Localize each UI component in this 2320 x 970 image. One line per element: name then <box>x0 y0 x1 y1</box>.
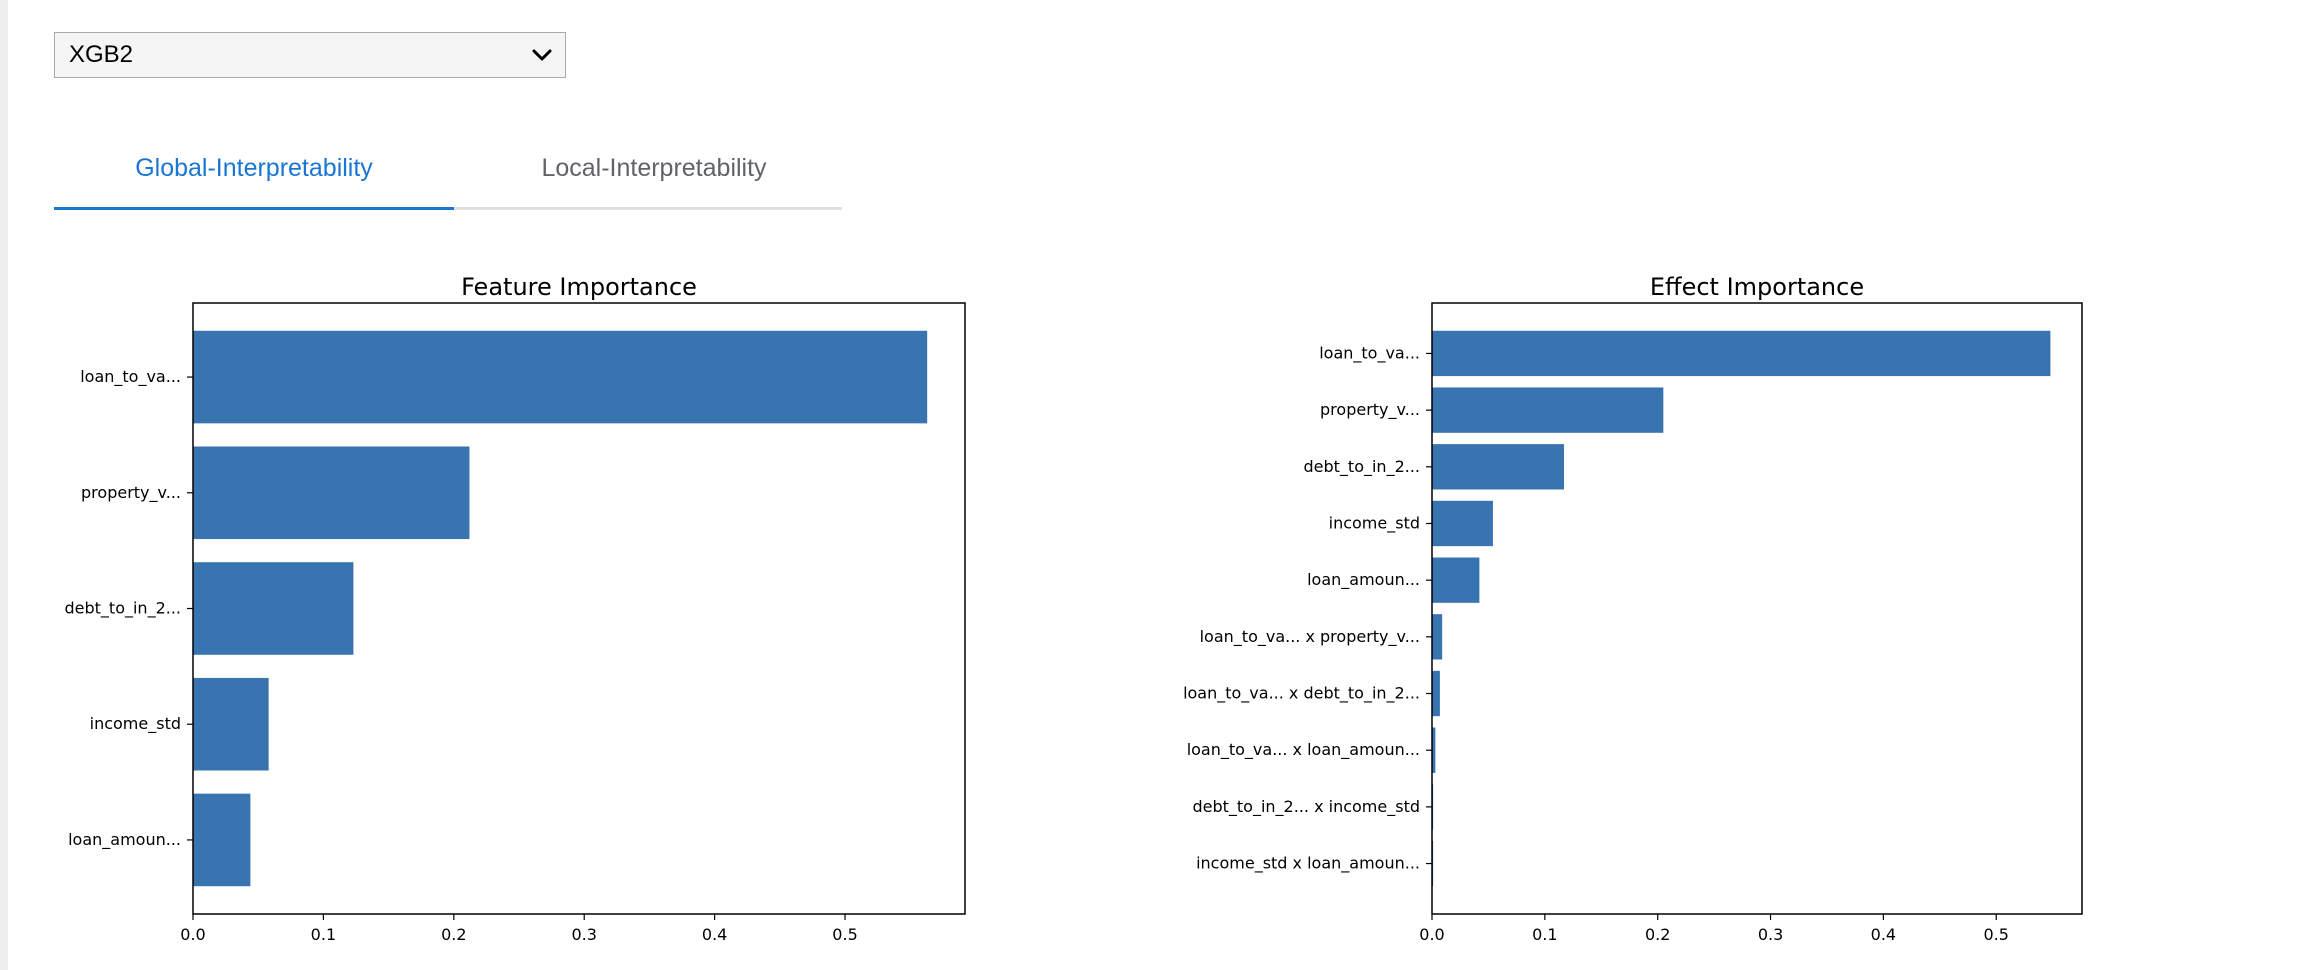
effect-importance-ytick-label: property_v... <box>1320 400 1420 420</box>
feature-importance-bar <box>193 562 354 655</box>
tab-global-interpretability[interactable]: Global-Interpretability <box>54 130 454 210</box>
feature-importance-axes-frame <box>192 302 966 915</box>
effect-importance-bar <box>1432 500 1493 547</box>
effect-importance-xtick-label: 0.0 <box>1419 925 1444 944</box>
feature-importance-ytick-label: loan_amoun... <box>68 830 181 850</box>
effect-importance-ytick-label: debt_to_in_2... <box>1303 457 1420 477</box>
effect-importance-bar <box>1432 727 1436 773</box>
chevron-down-icon <box>532 49 552 61</box>
effect-importance-xtick-label: 0.4 <box>1871 925 1896 944</box>
tab-local-interpretability[interactable]: Local-Interpretability <box>454 130 854 207</box>
effect-importance-ytick-label: income_std <box>1329 513 1420 533</box>
effect-importance-xtick-label: 0.2 <box>1645 925 1670 944</box>
effect-importance-bar <box>1432 557 1480 603</box>
effect-importance-bar <box>1432 614 1443 660</box>
effect-importance-xtick-label: 0.3 <box>1758 925 1783 944</box>
effect-importance-ytick-label: loan_to_va... x property_v... <box>1200 627 1420 647</box>
feature-importance-ytick-label: income_std <box>90 714 181 734</box>
feature-importance-title: Feature Importance <box>461 273 697 301</box>
effect-importance-bar <box>1432 387 1664 433</box>
feature-importance-ytick-label: loan_to_va... <box>80 367 181 387</box>
feature-importance-bar <box>193 793 251 887</box>
effect-importance-xtick-label: 0.5 <box>1984 925 2009 944</box>
left-border <box>0 0 8 970</box>
effect-importance-ytick-label: loan_amoun... <box>1307 570 1420 590</box>
feature-importance-bar <box>193 677 269 771</box>
effect-importance-ytick-label: loan_to_va... x loan_amoun... <box>1187 740 1420 760</box>
feature-importance-xtick-label: 0.2 <box>441 925 466 944</box>
effect-importance-ytick-label: loan_to_va... x debt_to_in_2... <box>1183 684 1420 704</box>
feature-importance-xtick-label: 0.3 <box>571 925 596 944</box>
model-select-value: XGB2 <box>69 41 134 68</box>
effect-importance-title: Effect Importance <box>1650 273 1864 301</box>
tab-local-label: Local-Interpretability <box>541 154 767 182</box>
feature-importance-xtick-label: 0.4 <box>702 925 727 944</box>
tab-global-label: Global-Interpretability <box>135 154 373 182</box>
effect-importance-bar <box>1432 444 1565 490</box>
feature-importance-bar <box>193 446 470 540</box>
feature-importance-ytick-label: property_v... <box>81 483 181 503</box>
feature-importance-ytick-label: debt_to_in_2... <box>64 599 181 619</box>
effect-importance-ytick-label: debt_to_in_2... x income_std <box>1192 797 1420 817</box>
effect-importance-ytick-label: loan_to_va... <box>1319 343 1420 363</box>
feature-importance-bar <box>193 330 928 424</box>
effect-importance-xtick-label: 0.1 <box>1532 925 1557 944</box>
effect-importance-bar <box>1432 330 2051 377</box>
effect-importance-axes-frame <box>1431 302 2083 915</box>
feature-importance-xtick-label: 0.5 <box>832 925 857 944</box>
tab-active-indicator <box>54 207 454 210</box>
feature-importance-xtick-label: 0.0 <box>180 925 205 944</box>
feature-importance-xtick-label: 0.1 <box>311 925 336 944</box>
model-select[interactable]: XGB2 <box>54 32 566 78</box>
interpretability-tabs: Global-Interpretability Local-Interpreta… <box>54 130 842 210</box>
effect-importance-bar <box>1432 670 1440 717</box>
effect-importance-ytick-label: income_std x loan_amoun... <box>1196 854 1420 874</box>
